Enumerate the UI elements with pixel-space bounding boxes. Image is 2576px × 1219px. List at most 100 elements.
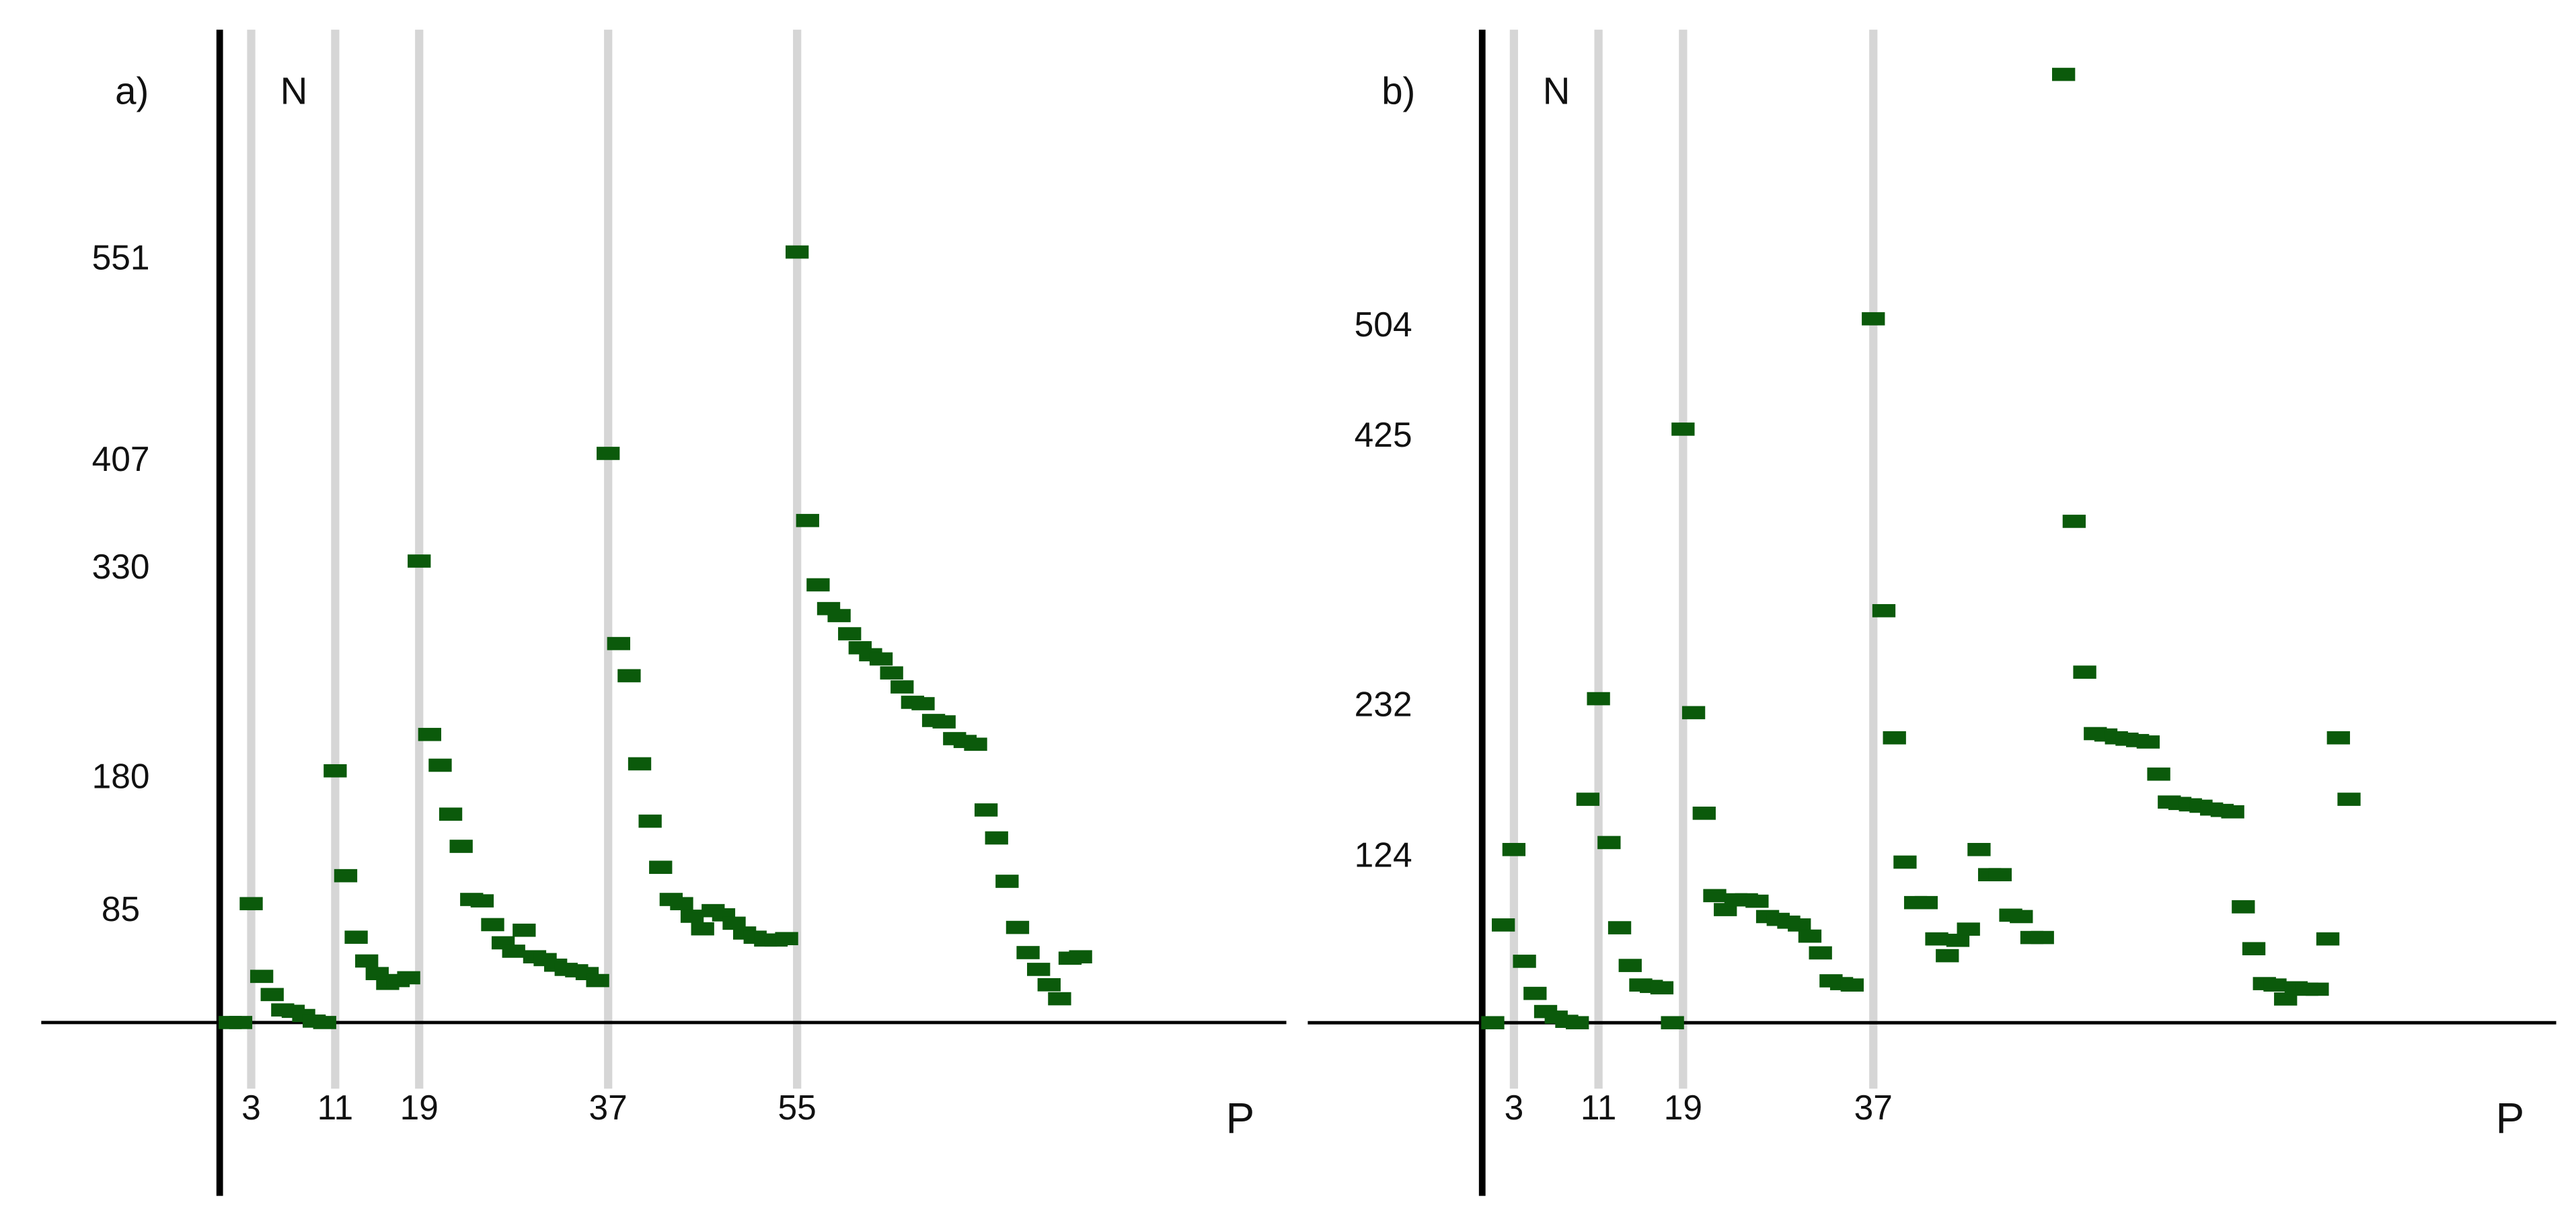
point	[806, 578, 830, 592]
point	[260, 988, 284, 1002]
point	[428, 758, 452, 772]
point	[2031, 930, 2054, 945]
point	[691, 922, 714, 936]
point	[239, 897, 263, 911]
y-tick-label: 232	[1355, 684, 1412, 723]
point	[2337, 792, 2361, 806]
point	[344, 930, 368, 944]
point	[418, 727, 442, 741]
point	[2051, 67, 2076, 81]
x-tick-label: 37	[589, 1088, 628, 1127]
point	[2073, 665, 2096, 679]
x-tick-label: 3	[241, 1088, 261, 1127]
point	[1862, 312, 1885, 326]
point	[2306, 982, 2329, 996]
point	[2136, 735, 2160, 749]
point	[891, 680, 914, 694]
point	[964, 737, 987, 751]
x-tick-label: 19	[1664, 1088, 1702, 1127]
point	[1523, 986, 1547, 1000]
point	[397, 971, 420, 985]
point	[985, 831, 1008, 845]
point	[628, 757, 652, 771]
point	[1587, 692, 1610, 706]
point	[617, 669, 641, 683]
point	[2232, 900, 2255, 914]
point	[607, 636, 630, 651]
point	[1576, 792, 1600, 806]
panel-label: a)	[115, 70, 149, 112]
point	[2010, 910, 2033, 924]
point	[1925, 932, 1948, 946]
point	[439, 807, 463, 821]
y-tick-label: 124	[1355, 836, 1412, 875]
y-tick-label: 504	[1355, 305, 1412, 344]
point	[1681, 706, 1706, 720]
point	[1840, 978, 1864, 992]
point	[1883, 731, 1906, 745]
point	[1481, 1016, 1505, 1030]
point	[796, 513, 819, 527]
point	[1037, 977, 1061, 992]
point	[1872, 603, 1896, 618]
point	[1016, 946, 1040, 959]
y-axis-label: N	[1543, 70, 1570, 112]
point	[1703, 889, 1727, 903]
point	[827, 609, 851, 622]
point	[1502, 842, 1526, 856]
point	[1946, 933, 1970, 947]
point	[502, 945, 525, 958]
point	[880, 666, 903, 680]
x-tick-label: 11	[1581, 1088, 1616, 1127]
point	[1492, 918, 1515, 932]
point	[334, 869, 358, 883]
point	[1745, 894, 1769, 908]
point	[932, 715, 956, 729]
point	[1650, 981, 1674, 995]
point	[786, 245, 809, 259]
point	[649, 860, 673, 875]
point	[1671, 422, 1695, 436]
point	[586, 973, 609, 988]
y-tick-label: 330	[92, 547, 150, 586]
point	[2147, 767, 2170, 781]
point	[775, 932, 798, 946]
point	[1566, 1016, 1589, 1030]
x-axis-label: P	[2496, 1094, 2525, 1142]
point	[1936, 949, 1959, 963]
point	[670, 897, 693, 911]
y-axis-label: N	[280, 70, 308, 112]
y-tick-label: 85	[102, 889, 140, 928]
point	[680, 910, 704, 923]
point	[355, 954, 379, 968]
point	[513, 923, 536, 937]
panel-label: b)	[1381, 70, 1415, 112]
point	[1607, 921, 1632, 934]
point	[1893, 855, 1917, 869]
point	[1027, 963, 1051, 976]
x-tick-label: 37	[1854, 1088, 1893, 1127]
point	[974, 803, 998, 817]
point	[1661, 1016, 1684, 1030]
point	[481, 918, 504, 932]
point	[2062, 515, 2086, 528]
point	[1618, 959, 1642, 972]
point	[313, 1016, 336, 1029]
point	[1914, 895, 1938, 910]
point	[2316, 932, 2340, 946]
x-tick-label: 19	[400, 1088, 439, 1127]
point	[1069, 950, 1092, 964]
point	[1988, 868, 2012, 881]
point	[638, 814, 662, 828]
point	[1809, 946, 1832, 960]
point	[597, 447, 620, 460]
point	[1597, 836, 1621, 850]
point	[911, 697, 935, 710]
point	[250, 969, 274, 984]
point	[2326, 731, 2350, 745]
point	[1513, 955, 1536, 968]
point	[1006, 920, 1030, 934]
x-tick-label: 11	[317, 1088, 353, 1127]
point	[1967, 842, 1991, 856]
